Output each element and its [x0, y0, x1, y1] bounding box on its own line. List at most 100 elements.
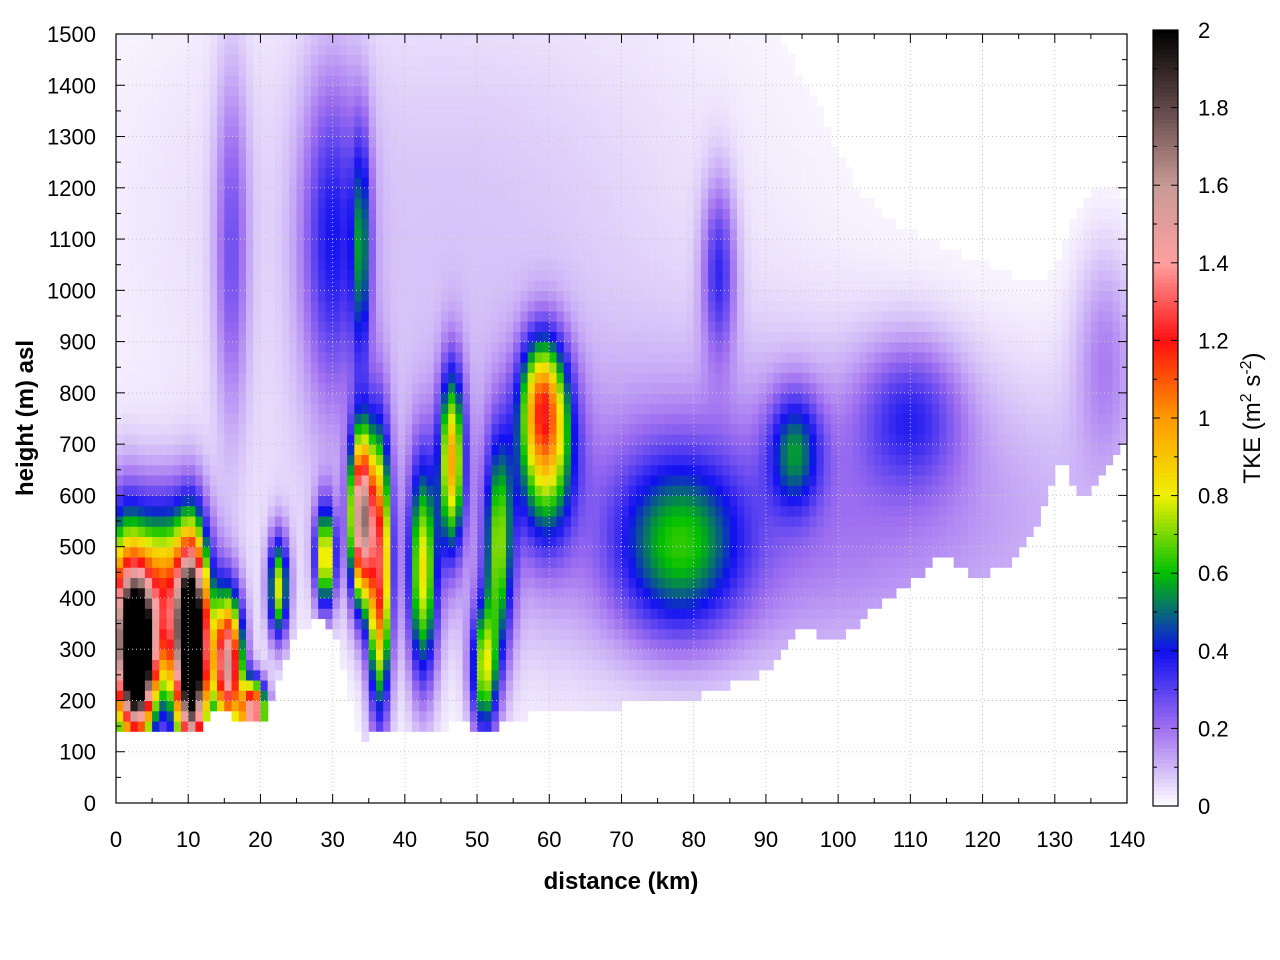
heatmap-cell — [361, 669, 370, 681]
heatmap-cell — [347, 638, 355, 650]
heatmap-cell — [585, 546, 594, 558]
heatmap-cell — [318, 403, 327, 414]
heatmap-cell — [267, 485, 276, 496]
heatmap-cell — [498, 403, 507, 414]
heatmap-cell — [455, 464, 464, 476]
heatmap-cell — [433, 659, 442, 671]
heatmap-cell — [144, 505, 153, 517]
heatmap-cell — [188, 208, 197, 220]
heatmap-cell — [332, 126, 341, 138]
heatmap-cell — [592, 413, 601, 425]
heatmap-cell — [635, 454, 644, 466]
heatmap-cell — [368, 485, 377, 496]
heatmap-cell — [534, 546, 543, 558]
heatmap-cell — [390, 239, 399, 250]
heatmap-cell — [542, 690, 550, 702]
heatmap-cell — [498, 587, 507, 599]
heatmap-cell — [657, 495, 666, 507]
heatmap-cell — [505, 372, 514, 384]
heatmap-cell — [231, 116, 240, 127]
heatmap-cell — [477, 198, 485, 209]
heatmap-cell — [180, 64, 189, 76]
heatmap-cell — [202, 638, 211, 650]
heatmap-cell — [599, 474, 608, 486]
heatmap-cell — [195, 485, 204, 496]
heatmap-cell — [549, 597, 558, 609]
heatmap-cell — [325, 54, 334, 66]
heatmap-cell — [505, 495, 514, 507]
heatmap-cell — [520, 44, 529, 56]
heatmap-cell — [159, 136, 168, 148]
heatmap-cell — [260, 413, 269, 425]
heatmap-cell — [426, 351, 435, 363]
heatmap-cell — [339, 362, 348, 373]
heatmap-cell — [180, 44, 189, 56]
heatmap-cell — [245, 64, 254, 76]
heatmap-cell — [354, 259, 363, 271]
heatmap-cell — [650, 85, 659, 97]
heatmap-cell — [621, 105, 630, 117]
heatmap-cell — [166, 259, 175, 271]
heatmap-cell — [635, 515, 644, 527]
heatmap-cell — [563, 280, 572, 291]
heatmap-cell — [152, 546, 160, 558]
heatmap-cell — [505, 259, 514, 271]
heatmap-cell — [368, 526, 377, 538]
heatmap-cell — [462, 75, 471, 86]
heatmap-cell — [166, 351, 175, 363]
heatmap-cell — [267, 567, 276, 579]
heatmap-cell — [195, 280, 204, 291]
heatmap-cell — [440, 34, 449, 45]
heatmap-cell — [116, 444, 124, 455]
heatmap-cell — [404, 259, 413, 271]
heatmap-cell — [404, 34, 413, 45]
heatmap-cell — [412, 362, 420, 373]
heatmap-cell — [224, 474, 233, 486]
heatmap-cell — [166, 597, 175, 609]
heatmap-cell — [180, 300, 189, 312]
heatmap-cell — [643, 249, 651, 261]
heatmap-cell — [173, 454, 182, 466]
heatmap-cell — [354, 85, 363, 97]
heatmap-cell — [224, 249, 233, 261]
heatmap-cell — [195, 187, 204, 199]
heatmap-cell — [231, 310, 240, 322]
heatmap-cell — [643, 341, 651, 353]
heatmap-cell — [296, 269, 305, 281]
heatmap-cell — [137, 433, 146, 445]
heatmap-cell — [419, 700, 428, 712]
heatmap-cell — [621, 198, 630, 209]
heatmap-cell — [245, 659, 254, 671]
heatmap-cell — [513, 618, 521, 630]
heatmap-cell — [607, 597, 615, 609]
heatmap-cell — [440, 218, 449, 230]
heatmap-cell — [289, 505, 298, 517]
heatmap-cell — [137, 638, 146, 650]
heatmap-cell — [318, 423, 327, 435]
heatmap-cell — [549, 85, 558, 97]
heatmap-cell — [440, 228, 449, 240]
heatmap-cell — [657, 331, 666, 343]
heatmap-cell — [375, 546, 384, 558]
heatmap-cell — [195, 167, 204, 179]
heatmap-cell — [339, 208, 348, 220]
heatmap-cell — [650, 423, 659, 435]
heatmap-cell — [339, 280, 348, 291]
heatmap-cell — [498, 700, 507, 712]
heatmap-cell — [325, 157, 334, 168]
heatmap-cell — [599, 34, 608, 45]
heatmap-cell — [318, 105, 327, 117]
heatmap-cell — [440, 362, 449, 373]
heatmap-cell — [404, 382, 413, 394]
heatmap-cell — [628, 249, 637, 261]
heatmap-cell — [144, 157, 153, 168]
heatmap-cell — [621, 321, 630, 332]
heatmap-cell — [260, 669, 269, 681]
heatmap-cell — [347, 577, 355, 589]
heatmap-cell — [260, 300, 269, 312]
heatmap-cell — [455, 546, 464, 558]
heatmap-cell — [224, 105, 233, 117]
heatmap-cell — [578, 372, 586, 384]
heatmap-cell — [643, 95, 651, 107]
heatmap-cell — [491, 136, 500, 148]
